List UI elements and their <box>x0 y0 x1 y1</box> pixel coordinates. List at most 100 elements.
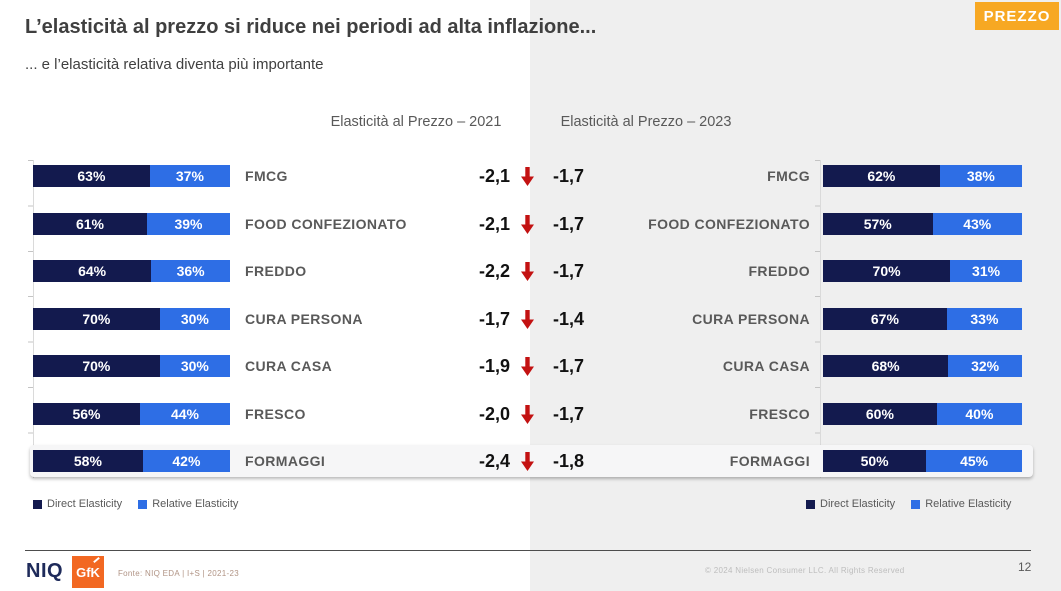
bar-segment-label: 45% <box>960 453 989 469</box>
bar-segment-label: 40% <box>965 405 994 422</box>
elasticity-2021-value: -1,7 <box>478 308 510 329</box>
bar-segment-label: 37% <box>175 168 204 184</box>
legend-2021: Direct Elasticity Relative Elasticity <box>33 498 238 510</box>
category-label-left: FMCG <box>245 168 288 184</box>
elasticity-2021-value: -1,9 <box>478 356 510 376</box>
bar-segment-label: 57% <box>863 215 892 232</box>
category-label-right: FORMAGGI <box>729 453 810 469</box>
column-header-2023: Elasticità al Prezzo – 2023 <box>560 114 732 130</box>
direct-elasticity-label: Direct Elasticity <box>820 498 896 510</box>
bar-segment-label: 60% <box>865 405 894 422</box>
category-label-right: FREDDO <box>748 263 810 279</box>
relative-elasticity-segment: 37% <box>149 165 230 187</box>
category-label-left: FORMAGGI <box>245 453 326 469</box>
direct-elasticity-segment: 68% <box>823 355 949 377</box>
category-label-right: FOOD CONFEZIONATO <box>648 215 810 232</box>
category-label-left: CURA CASA <box>245 358 333 374</box>
category-label-right: CURA CASA <box>722 358 810 374</box>
relative-elasticity-segment: 44% <box>139 402 230 425</box>
relative-elasticity-segment: 39% <box>147 212 230 235</box>
direct-elasticity-label: Direct Elasticity <box>47 498 123 510</box>
direct-elasticity-segment: 67% <box>823 307 947 330</box>
bar-segment-label: 36% <box>176 263 205 279</box>
page-number: 12 <box>1018 560 1032 574</box>
gfk-logo-text: GfK <box>76 564 100 580</box>
bar-segment-label: 70% <box>82 358 111 374</box>
decrease-arrow-icon <box>521 357 534 376</box>
gfk-logo: GfK <box>72 556 104 588</box>
bar-segment-label: 42% <box>172 453 201 469</box>
category-label-left: FOOD CONFEZIONATO <box>245 215 407 232</box>
footer-divider <box>25 550 1031 551</box>
relative-elasticity-segment: 45% <box>926 450 1022 472</box>
bar-segment-label: 68% <box>871 358 900 374</box>
relative-elasticity-segment: 38% <box>939 165 1022 187</box>
direct-elasticity-segment: 64% <box>33 260 152 282</box>
niq-logo: NIQ <box>26 560 64 582</box>
bar-segment-label: 30% <box>180 310 209 327</box>
bar-segment-label: 70% <box>82 310 111 327</box>
relative-elasticity-swatch <box>911 499 921 509</box>
direct-elasticity-segment: 70% <box>823 260 951 282</box>
bar-segment-label: 58% <box>73 453 102 469</box>
decrease-arrow-icon <box>521 452 534 471</box>
bar-2021: 64% 36% <box>33 260 230 282</box>
direct-elasticity-swatch <box>33 499 42 509</box>
bar-segment-label: 43% <box>963 215 992 232</box>
bar-segment-label: 64% <box>78 263 107 279</box>
bar-segment-label: 31% <box>972 263 1001 279</box>
right-background-panel <box>530 0 1061 591</box>
bar-2023: 68% 32% <box>823 355 1022 377</box>
bar-2023: 70% 31% <box>823 260 1022 282</box>
bar-segment-label: 70% <box>872 263 901 279</box>
bar-2023: 67% 33% <box>823 307 1022 330</box>
bar-segment-label: 32% <box>971 358 1000 374</box>
bar-segment-label: 33% <box>970 310 999 327</box>
right-chart-axis <box>815 160 821 478</box>
direct-elasticity-swatch <box>806 499 815 509</box>
bar-segment-label: 61% <box>75 215 105 232</box>
bar-segment-label: 50% <box>860 453 889 469</box>
elasticity-2023-value: -1,7 <box>553 261 585 281</box>
elasticity-2023-value: -1,8 <box>553 451 585 471</box>
relative-elasticity-segment: 30% <box>159 307 230 330</box>
category-label-left: CURA PERSONA <box>245 310 363 327</box>
source-note: Fonte: NIQ EDA | I+S | 2021-23 <box>118 569 239 578</box>
relative-elasticity-segment: 33% <box>946 307 1022 330</box>
elasticity-2023-value: -1,7 <box>553 403 585 424</box>
decrease-arrow-icon <box>521 167 534 186</box>
category-label-left: FREDDO <box>245 263 307 279</box>
decrease-arrow-icon <box>521 262 534 281</box>
gfk-logo-accent <box>93 556 100 564</box>
bar-2021: 70% 30% <box>33 355 230 377</box>
bar-2023: 57% 43% <box>823 212 1022 235</box>
relative-elasticity-segment: 42% <box>142 450 230 472</box>
bar-2021: 70% 30% <box>33 307 230 330</box>
category-label-right: FRESCO <box>749 405 810 422</box>
relative-elasticity-segment: 43% <box>932 212 1022 235</box>
direct-elasticity-segment: 50% <box>823 450 927 472</box>
prezzo-badge: PREZZO <box>975 2 1059 30</box>
elasticity-2021-value: -2,0 <box>478 403 510 424</box>
direct-elasticity-segment: 58% <box>33 450 143 472</box>
direct-elasticity-segment: 61% <box>33 212 147 235</box>
slide-subtitle: ... e l’elasticità relativa diventa più … <box>25 56 324 73</box>
elasticity-2021-value: -2,4 <box>478 451 510 471</box>
direct-elasticity-segment: 56% <box>33 402 140 425</box>
bar-2021: 63% 37% <box>33 165 230 187</box>
elasticity-2021-value: -2,2 <box>478 261 510 281</box>
slide-title: L’elasticità al prezzo si riduce nei per… <box>25 16 597 38</box>
bar-segment-label: 39% <box>174 215 203 232</box>
direct-elasticity-segment: 60% <box>823 402 937 425</box>
bar-segment-label: 44% <box>170 405 199 422</box>
relative-elasticity-label: Relative Elasticity <box>152 498 239 510</box>
relative-elasticity-segment: 31% <box>950 260 1022 282</box>
relative-elasticity-segment: 32% <box>948 355 1022 377</box>
bar-segment-label: 30% <box>180 358 209 374</box>
relative-elasticity-label: Relative Elasticity <box>925 498 1012 510</box>
direct-elasticity-segment: 62% <box>823 165 940 187</box>
copyright-note: © 2024 Nielsen Consumer LLC. All Rights … <box>705 566 905 575</box>
elasticity-2023-value: -1,7 <box>553 356 585 376</box>
direct-elasticity-segment: 63% <box>33 165 150 187</box>
